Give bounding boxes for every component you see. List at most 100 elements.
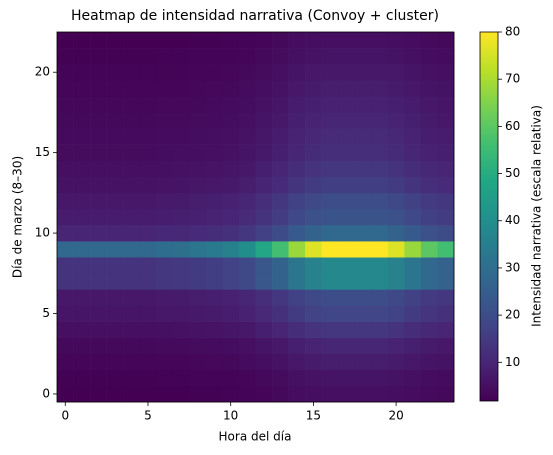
heatmap-cell: [57, 321, 74, 338]
heatmap-cell: [139, 273, 157, 290]
heatmap-cell: [338, 353, 356, 371]
y-axis-label: Día de marzo (8–30): [11, 156, 25, 278]
heatmap-cell: [156, 273, 174, 290]
heatmap-cell: [90, 257, 107, 274]
heatmap-cell: [255, 257, 273, 274]
heatmap-cell: [139, 80, 157, 97]
heatmap-cell: [387, 305, 405, 322]
heatmap-cell: [139, 369, 157, 387]
heatmap-cell: [106, 289, 124, 306]
heatmap-cell: [321, 225, 339, 242]
heatmap-cell: [371, 321, 389, 338]
heatmap-cell: [387, 241, 405, 258]
heatmap-cell: [288, 32, 306, 49]
heatmap-cell: [354, 192, 372, 210]
heatmap-cell: [73, 128, 91, 145]
heatmap-cell: [139, 225, 157, 242]
heatmap-cell: [106, 128, 124, 145]
heatmap-cell: [272, 385, 289, 403]
heatmap-cell: [172, 337, 190, 355]
heatmap-cell: [139, 176, 157, 194]
heatmap-cell: [238, 321, 256, 338]
heatmap-cell: [305, 160, 322, 178]
heatmap-cell: [420, 321, 438, 338]
heatmap-cell: [222, 257, 240, 274]
heatmap-cell: [288, 144, 306, 161]
heatmap-cell: [90, 353, 107, 371]
heatmap-cell: [338, 128, 356, 145]
heatmap-cell: [321, 305, 339, 322]
heatmap-cell: [123, 208, 141, 226]
heatmap-cell: [371, 257, 389, 274]
heatmap-cell: [404, 64, 422, 81]
heatmap-cell: [437, 48, 455, 65]
heatmap-cell: [321, 144, 339, 161]
heatmap-cell: [305, 321, 322, 338]
heatmap-cell: [371, 112, 389, 129]
heatmap-cell: [354, 321, 372, 338]
heatmap-cell: [139, 208, 157, 226]
heatmap-cell: [437, 353, 455, 371]
heatmap-cell: [222, 176, 240, 194]
heatmap-cell: [205, 32, 223, 49]
heatmap-cell: [437, 144, 455, 161]
heatmap-cell: [272, 353, 289, 371]
heatmap-cell: [404, 176, 422, 194]
heatmap-cell: [73, 192, 91, 210]
heatmap-cell: [404, 192, 422, 210]
heatmap-cell: [106, 112, 124, 129]
heatmap-cell: [255, 80, 273, 97]
heatmap-cell: [189, 225, 207, 242]
heatmap-cell: [123, 112, 141, 129]
heatmap-cell: [255, 385, 273, 403]
heatmap-cell: [205, 96, 223, 113]
heatmap-cell: [139, 192, 157, 210]
heatmap-cell: [205, 225, 223, 242]
heatmap-cell: [73, 176, 91, 194]
heatmap-cell: [123, 64, 141, 81]
heatmap-cell: [222, 337, 240, 355]
heatmap-cell: [255, 225, 273, 242]
heatmap-cell: [404, 337, 422, 355]
heatmap-cell: [222, 32, 240, 49]
heatmap-cell: [420, 225, 438, 242]
heatmap-cell: [222, 385, 240, 403]
heatmap-cell: [123, 321, 141, 338]
y-tick-label: 20: [35, 65, 50, 79]
heatmap-cell: [272, 144, 289, 161]
heatmap-cell: [106, 192, 124, 210]
heatmap-cell: [338, 96, 356, 113]
heatmap-cell: [57, 48, 74, 65]
heatmap-cell: [189, 48, 207, 65]
heatmap-cell: [238, 385, 256, 403]
heatmap-cell: [387, 64, 405, 81]
heatmap-cell: [321, 208, 339, 226]
heatmap-cell: [354, 128, 372, 145]
heatmap-cell: [238, 160, 256, 178]
heatmap-cell: [288, 241, 306, 258]
heatmap-cell: [222, 208, 240, 226]
heatmap-cell: [205, 337, 223, 355]
heatmap-cell: [189, 353, 207, 371]
heatmap-cell: [420, 192, 438, 210]
heatmap-cell: [420, 48, 438, 65]
heatmap-cell: [272, 64, 289, 81]
heatmap-cell: [288, 257, 306, 274]
heatmap-cell: [222, 192, 240, 210]
heatmap-cell: [338, 64, 356, 81]
heatmap-cell: [205, 241, 223, 258]
heatmap-cell: [338, 144, 356, 161]
heatmap-cell: [73, 160, 91, 178]
heatmap-cell: [156, 160, 174, 178]
heatmap-cell: [123, 128, 141, 145]
heatmap-cell: [321, 96, 339, 113]
heatmap-cell: [354, 257, 372, 274]
heatmap-cell: [321, 160, 339, 178]
heatmap-cell: [238, 128, 256, 145]
heatmap-cell: [371, 289, 389, 306]
heatmap-cell: [305, 176, 322, 194]
heatmap-cell: [354, 144, 372, 161]
heatmap-cell: [172, 321, 190, 338]
heatmap-cell: [437, 192, 455, 210]
heatmap-cell: [404, 353, 422, 371]
